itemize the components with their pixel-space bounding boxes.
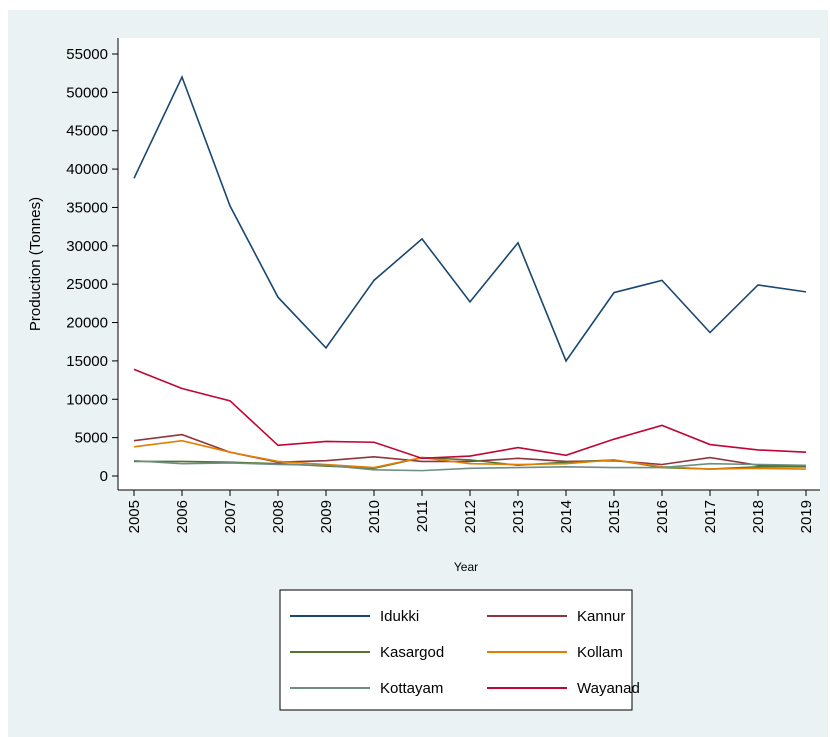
legend-label: Wayanad (577, 680, 640, 697)
y-tick-label: 40000 (66, 161, 108, 178)
x-tick-label: 2013 (510, 500, 527, 533)
y-tick-label: 50000 (66, 84, 108, 101)
x-tick-label: 2008 (270, 500, 287, 533)
x-tick-label: 2014 (558, 500, 575, 533)
series-line (133, 439, 807, 470)
series-line (133, 459, 807, 472)
legend (279, 589, 633, 711)
y-tick-label: 20000 (66, 315, 108, 332)
x-tick-label: 2017 (702, 500, 719, 533)
x-axis-title: Year (454, 560, 478, 574)
x-tick-label: 2012 (462, 500, 479, 533)
x-tick-label: 2019 (798, 500, 815, 533)
y-tick-label: 15000 (66, 353, 108, 370)
y-tick-label: 0 (100, 468, 108, 485)
x-tick-label: 2006 (174, 500, 191, 533)
x-tick-label: 2005 (126, 500, 143, 533)
x-tick-label: 2009 (318, 500, 335, 533)
x-tick-label: 2011 (414, 500, 431, 532)
x-tick-label: 2015 (606, 500, 623, 533)
y-tick-label: 5000 (75, 430, 108, 447)
series-line (133, 368, 807, 460)
y-tick-label: 10000 (66, 391, 108, 408)
series-line (133, 74, 807, 363)
y-tick-label: 55000 (66, 46, 108, 63)
y-axis-title: Production (Tonnes) (27, 197, 44, 331)
legend-label: Kollam (577, 644, 623, 661)
legend-label: Kannur (577, 608, 625, 625)
legend-label: Kasargod (380, 644, 444, 661)
x-tick-label: 2016 (654, 500, 671, 533)
legend-label: Kottayam (380, 680, 443, 697)
y-tick-label: 25000 (66, 276, 108, 293)
x-tick-label: 2010 (366, 500, 383, 533)
x-tick-label: 2007 (222, 500, 239, 533)
y-tick-label: 45000 (66, 123, 108, 140)
plot-area (118, 38, 820, 490)
y-tick-label: 35000 (66, 199, 108, 216)
legend-label: Idukki (380, 608, 419, 625)
y-tick-label: 30000 (66, 238, 108, 255)
x-tick-label: 2018 (750, 500, 767, 533)
